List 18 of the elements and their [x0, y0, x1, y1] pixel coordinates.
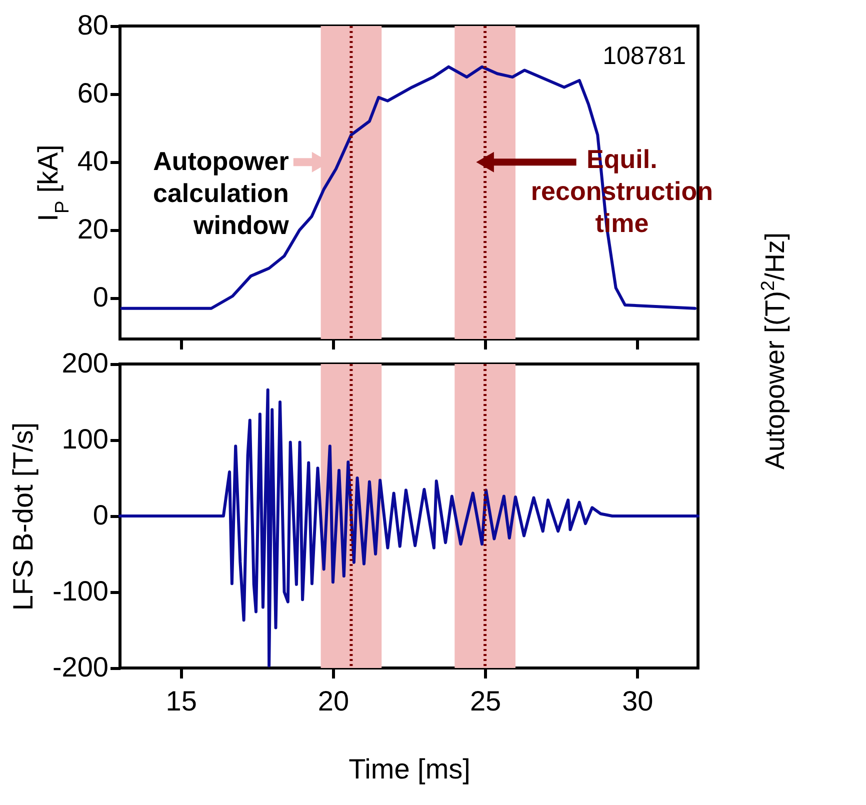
x-tick-label: 15: [166, 686, 197, 716]
x-tick-label: 30: [622, 686, 654, 716]
annotation: Autopower calculation window: [153, 146, 290, 240]
y-tick-label: -100: [52, 576, 108, 606]
y-tick-label: 20: [77, 214, 108, 245]
y-tick-label: 40: [77, 146, 108, 177]
y-tick-label: 100: [62, 424, 108, 454]
y-tick-label: 0: [92, 500, 108, 530]
annotation: 108781: [602, 42, 686, 70]
y-axis-title: LFS B-dot [T/s]: [7, 422, 38, 611]
y-tick-label: 200: [62, 348, 108, 378]
y-tick-label: 80: [77, 10, 108, 40]
x-axis-title: Time [ms]: [348, 754, 470, 784]
y-tick-label: 0: [92, 282, 108, 313]
x-tick-label: 20: [318, 686, 350, 716]
y-tick-label: -200: [52, 652, 108, 682]
x-tick-label: 25: [470, 686, 502, 716]
y-tick-label: 60: [77, 78, 108, 109]
